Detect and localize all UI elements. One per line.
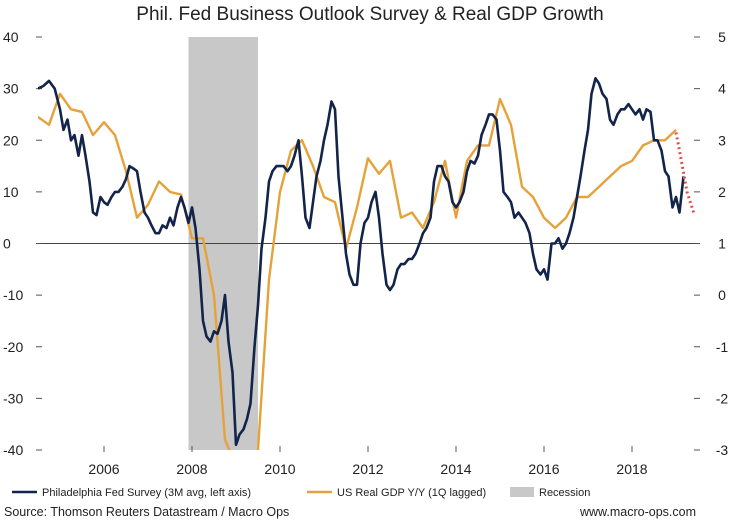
left-axis-ticks: 40 30 20 10 0 -10 -20 -30 -40 bbox=[3, 29, 42, 458]
left-tick-label: -10 bbox=[3, 287, 23, 303]
left-tick-label: -30 bbox=[3, 390, 23, 406]
legend: Philadelphia Fed Survey (3M avg, left ax… bbox=[12, 487, 590, 499]
legend-label-philly-fed: Philadelphia Fed Survey (3M avg, left ax… bbox=[42, 487, 251, 499]
x-tick-label: 2006 bbox=[88, 461, 119, 477]
right-tick-label: 0 bbox=[718, 287, 726, 303]
left-tick-label: 30 bbox=[3, 81, 19, 97]
right-tick-label: -1 bbox=[716, 339, 729, 355]
x-tick-label: 2018 bbox=[616, 461, 647, 477]
x-axis-ticks: 2006 2008 2010 2012 2014 2016 2018 bbox=[88, 446, 648, 477]
left-tick-label: 20 bbox=[3, 132, 19, 148]
right-tick-label: 4 bbox=[718, 81, 726, 97]
series-line-philly-fed bbox=[38, 77, 685, 447]
x-tick-label: 2016 bbox=[528, 461, 559, 477]
left-tick-label: -20 bbox=[3, 339, 23, 355]
series-line-gdp bbox=[38, 92, 677, 450]
legend-label-gdp: US Real GDP Y/Y (1Q lagged) bbox=[337, 487, 486, 499]
x-tick-label: 2008 bbox=[176, 461, 207, 477]
x-tick-label: 2014 bbox=[440, 461, 471, 477]
chart-title: Phil. Fed Business Outlook Survey & Real… bbox=[136, 4, 603, 25]
website-link: www.macro-ops.com bbox=[579, 505, 696, 519]
source-note: Source: Thomson Reuters Datastream / Mac… bbox=[4, 505, 289, 519]
right-tick-label: -2 bbox=[716, 390, 729, 406]
right-axis-ticks: 5 4 3 2 1 0 -1 -2 -3 bbox=[694, 29, 728, 458]
legend-label-recession: Recession bbox=[539, 487, 590, 499]
left-tick-label: 0 bbox=[3, 236, 11, 252]
x-tick-label: 2012 bbox=[352, 461, 383, 477]
right-tick-label: 5 bbox=[718, 29, 726, 45]
right-tick-label: 3 bbox=[718, 132, 726, 148]
left-tick-label: -40 bbox=[3, 442, 23, 458]
right-tick-label: -3 bbox=[716, 442, 729, 458]
right-tick-label: 1 bbox=[718, 236, 726, 252]
legend-swatch-recession bbox=[510, 487, 534, 497]
left-tick-label: 40 bbox=[3, 29, 19, 45]
left-tick-label: 10 bbox=[3, 184, 19, 200]
series-line-projection bbox=[674, 132, 696, 216]
right-tick-label: 2 bbox=[718, 184, 726, 200]
x-tick-label: 2010 bbox=[264, 461, 295, 477]
